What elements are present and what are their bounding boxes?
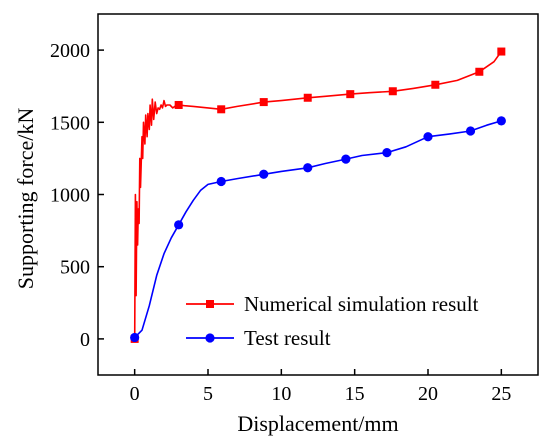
data-point (431, 80, 440, 89)
legend-marker (205, 333, 215, 343)
x-tick-label: 25 (491, 383, 511, 405)
x-tick-label: 15 (345, 383, 365, 405)
tick-layer: 0 5 10 15 20 25 0 500 1000 1500 2000 (50, 40, 511, 405)
data-point (259, 98, 268, 107)
series-line (133, 51, 502, 339)
data-point (382, 148, 392, 158)
data-point (303, 163, 313, 173)
y-tick-label: 2000 (50, 40, 90, 62)
legend-label: Test result (244, 326, 331, 350)
x-tick-label: 20 (418, 383, 438, 405)
series-2 (130, 116, 506, 343)
data-point (217, 105, 226, 114)
data-point (496, 116, 506, 126)
data-point (475, 67, 484, 76)
y-tick-label: 500 (60, 257, 90, 279)
plot-frame (97, 13, 539, 376)
data-point (303, 93, 312, 102)
legend: Numerical simulation result Test result (186, 292, 479, 350)
series-layer (130, 47, 506, 343)
legend-item: Test result (186, 326, 331, 350)
data-point (216, 176, 226, 187)
data-point (174, 220, 184, 230)
data-point (346, 90, 355, 99)
y-tick-label: 0 (80, 329, 90, 351)
data-point (341, 154, 351, 164)
data-point (388, 87, 397, 96)
legend-item: Numerical simulation result (186, 292, 479, 316)
data-point (130, 332, 140, 343)
data-point (174, 100, 183, 109)
x-tick-label: 0 (130, 383, 140, 405)
x-axis-title: Displacement/mm (237, 411, 398, 436)
data-point (497, 47, 506, 56)
data-point (259, 169, 269, 179)
data-point (423, 132, 433, 142)
x-tick-label: 5 (203, 383, 213, 405)
y-axis-title: Supporting force/kN (13, 108, 38, 290)
x-tick-label: 10 (271, 383, 291, 405)
data-point (465, 126, 476, 136)
legend-marker (206, 300, 214, 308)
y-tick-label: 1000 (50, 185, 90, 207)
y-tick-label: 1500 (50, 112, 90, 134)
legend-label: Numerical simulation result (244, 292, 479, 316)
